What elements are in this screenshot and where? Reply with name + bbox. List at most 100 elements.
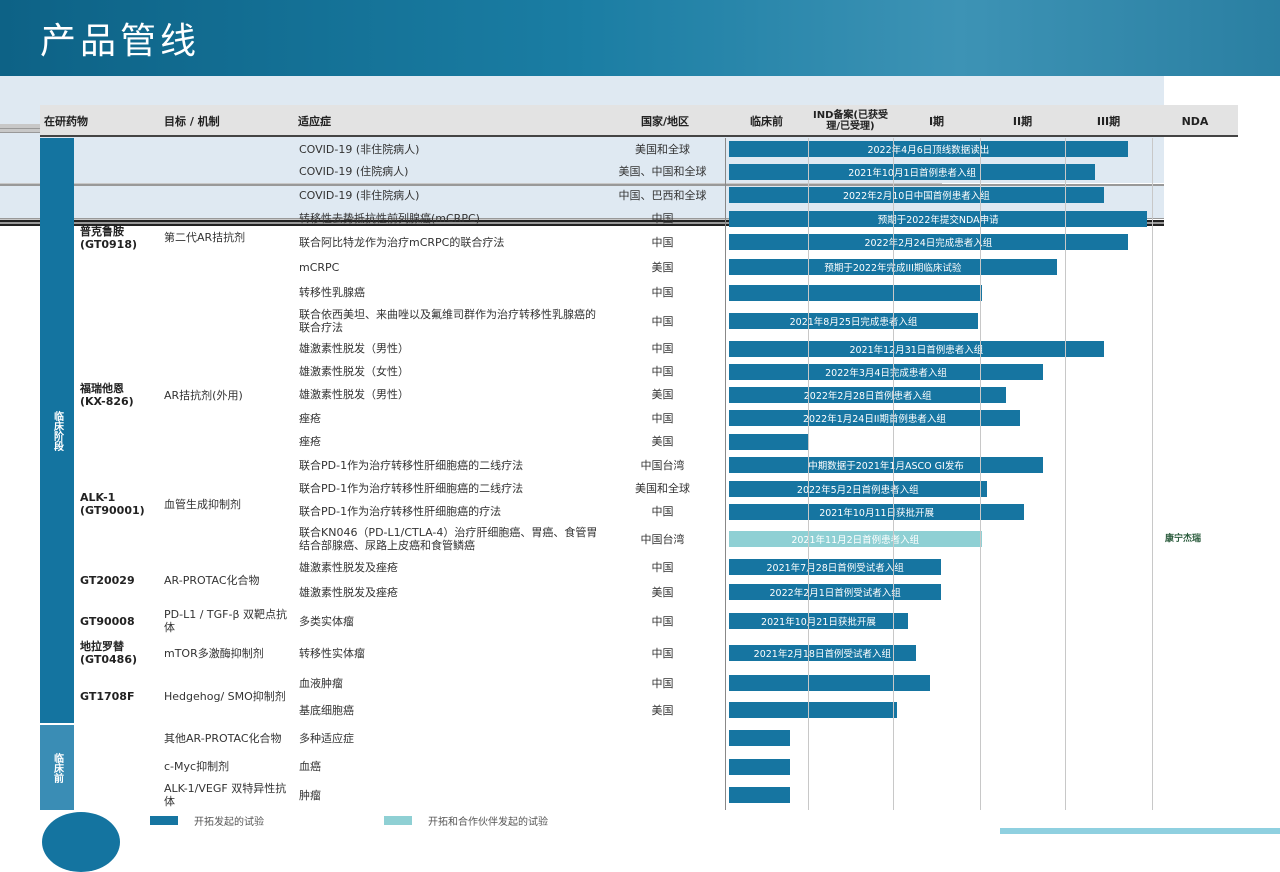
progress-bar: 2022年1月24日II期首例患者入组 [729,410,1020,426]
drug-code: (GT90001) [80,504,145,517]
region: 美国 [651,388,674,401]
region: 中国 [651,286,674,299]
col-phase2: II期 [1012,114,1033,128]
group-divider [0,224,1164,226]
region: 中国 [651,235,674,249]
legend-partner-label: 开拓和合作伙伴发起的试验 [428,817,548,828]
region: 中国 [651,560,674,574]
drug-label: 福瑞他恩 [80,382,124,395]
region: 中国 [651,676,674,690]
stage-label-clinical: 临床阶段 [40,138,74,723]
progress-bar: 2021年11月2日首例患者入组 [729,531,982,547]
indication: 联合PD-1作为治疗转移性肝细胞癌的疗法 [299,505,502,518]
drug-label: GT90008 [80,614,135,628]
group-divider [0,220,1164,222]
progress-bar [729,787,790,803]
group-divider [0,218,1164,219]
drug-target: mTOR多激酶抑制剂 [164,646,264,660]
region [600,753,725,780]
col-phase3: III期 [1096,114,1121,128]
region: 美国 [651,260,674,274]
drug-target: PD-L1 / TGF-β 双靶点抗体 [164,608,287,634]
indication: 联合PD-1作为治疗转移性肝细胞癌的二线疗法 [299,458,524,472]
region: 美国 [651,703,674,717]
progress-bar [729,284,982,301]
indication: 基底细胞癌 [299,703,354,717]
indication: 联合PD-1作为治疗转移性肝细胞癌的二线疗法 [299,482,524,495]
indication: 转移性实体瘤 [299,646,365,660]
drug-target: AR-PROTAC化合物 [164,573,260,587]
drug-target: 血管生成抑制剂 [164,497,241,511]
col-phase1: I期 [928,114,945,128]
group-divider [0,184,1164,185]
indication: COVID-19 (非住院病人) [299,142,420,156]
drug-target: AR拮抗剂(外用) [164,388,243,402]
drug-name: GT20029 [80,555,162,605]
phase-gridline [980,138,981,810]
indication: 转移性去势抵抗性前列腺癌(mCRPC) [299,212,480,225]
col-ind: IND备案(已获受理/已受理) [813,110,888,132]
drug-target: 第二代AR拮抗剂 [164,231,246,244]
progress-bar: 2021年8月25日完成患者入组 [729,313,979,329]
drug-label: GT1708F [80,689,135,703]
region: 中国 [651,212,674,225]
drug-label: 普克鲁胺 [80,224,124,238]
region: 中国 [651,646,674,660]
phase-gridline [1065,138,1066,810]
progress-bar: 预期于2022年完成III期临床试验 [729,259,1057,275]
drug-code: (GT0918) [80,237,138,251]
indication: 血癌 [299,760,321,773]
indication: 痤疮 [299,435,321,448]
col-drug: 在研药物 [44,114,88,128]
region: 美国 [651,435,674,448]
drug-name: 地拉罗替 (GT0486) [80,637,162,669]
drug-code: (KX-826) [80,395,134,408]
progress-bar: 2022年3月4日完成患者入组 [729,363,1044,380]
drug-name: 福瑞他恩 (KX-826) [80,337,162,453]
region: 中国 [651,365,674,378]
region: 中国台湾 [640,532,685,546]
legend: 开拓发起的试验 开拓和合作伙伴发起的试验 [150,813,548,828]
legend-swatch-partner [384,816,412,825]
progress-bar [729,758,790,775]
indication: 多类实体瘤 [299,614,354,628]
progress-bar: 2021年10月21日获批开展 [729,613,908,629]
region: 中国 [651,505,674,518]
region: 美国 [651,585,674,599]
progress-bar: 中期数据于2021年1月ASCO GI发布 [729,457,1044,473]
progress-bar: 预期于2022年提交NDA申请 [729,210,1148,227]
drug-label: ALK-1 [80,491,116,504]
region: 美国、中国和全球 [618,165,707,178]
indication: 雄激素性脱发（男性） [299,388,409,401]
indication: mCRPC [299,260,340,274]
region: 中国台湾 [640,458,685,472]
indication: 雄激素性脱发及痤疮 [299,560,398,574]
col-preclinical: 临床前 [750,114,783,128]
logo-badge [42,812,120,872]
drug-target: 其他AR-PROTAC化合物 [164,731,282,745]
indication: 肿瘤 [299,788,321,802]
drug-target: ALK-1/VEGF 双特异性抗体 [164,782,287,808]
region: 中国 [651,614,674,628]
progress-bar: 2021年7月28日首例受试者入组 [729,559,942,575]
progress-bar: 2022年2月24日完成患者入组 [729,234,1128,250]
indication: 转移性乳腺癌 [299,286,365,299]
drug-target: Hedgehog/ SMO抑制剂 [164,689,286,703]
drug-name: GT90008 [80,605,162,637]
drug-label: GT20029 [80,573,135,587]
drug-label: 地拉罗替 [80,640,124,653]
indication: 痤疮 [299,411,321,425]
indication: 雄激素性脱发及痤疮 [299,585,398,599]
indication: 雄激素性脱发（女性） [299,365,409,378]
progress-bar: 2022年2月10日中国首例患者入组 [729,187,1104,203]
progress-bar: 2021年2月18日首例受试者入组 [729,645,916,661]
drug-name: ALK-1 (GT90001) [80,453,162,555]
indication: 联合依西美坦、来曲唑以及氟维司群作为治疗转移性乳腺癌的联合疗法 [299,308,596,334]
region [600,780,725,810]
region: 中国 [651,411,674,425]
phase-gridline [1152,138,1153,810]
group-divider [0,222,1164,223]
progress-bar: 2022年2月28日首例患者入组 [729,386,1007,403]
row-divider [0,219,942,220]
col-region: 国家/地区 [640,114,690,128]
